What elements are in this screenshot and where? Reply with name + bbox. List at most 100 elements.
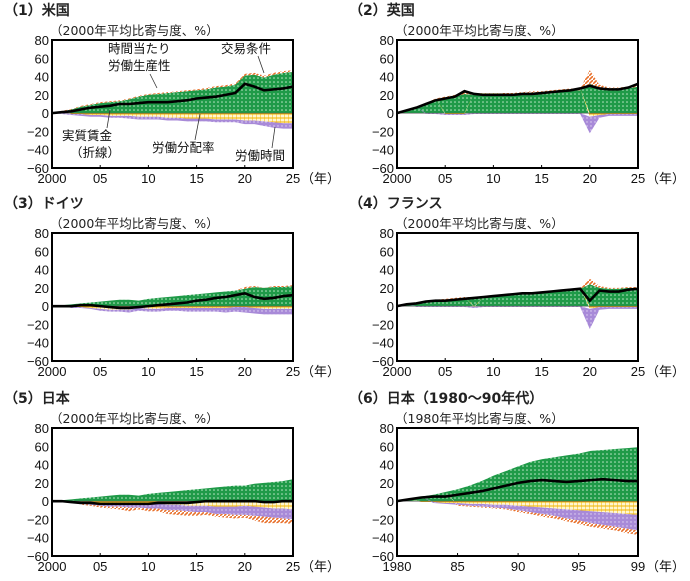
y-tick-label: −20 bbox=[372, 512, 394, 527]
x-tick-label: 15 bbox=[534, 171, 548, 186]
y-tick-label: −60 bbox=[27, 354, 49, 369]
y-tick-label: −40 bbox=[27, 143, 49, 158]
x-tick-label: 90 bbox=[511, 559, 525, 574]
chart-title: （2）英国 bbox=[349, 3, 415, 19]
annotation-label: 実質賃金 bbox=[62, 128, 113, 143]
y-tick-label: 0 bbox=[42, 106, 49, 121]
y-tick-label: −20 bbox=[372, 124, 394, 139]
y-tick-label: 0 bbox=[42, 494, 49, 509]
x-tick-label: 25 bbox=[286, 364, 300, 379]
y-tick-label: 40 bbox=[380, 263, 394, 278]
y-tick-label: 20 bbox=[380, 476, 394, 491]
annotation-label: 交易条件 bbox=[221, 41, 271, 56]
x-tick-label: 25 bbox=[631, 364, 645, 379]
area-terms-of-trade bbox=[52, 499, 293, 524]
chart-panel-2: （2）英国 （2000年平均比寄与度、%） 80 60 40 20 0 −20 −40 −60 20… bbox=[345, 0, 690, 193]
x-tick-label: 15 bbox=[189, 559, 203, 574]
y-axis-label: （2000年平均比寄与度、%） bbox=[395, 23, 564, 38]
x-tick-label: 2000 bbox=[38, 364, 67, 379]
area-labor-share bbox=[397, 287, 638, 309]
x-tick-label: 05 bbox=[438, 171, 452, 186]
y-tick-label: 40 bbox=[35, 70, 49, 85]
y-tick-label: −40 bbox=[372, 531, 394, 546]
y-tick-label: 40 bbox=[380, 458, 394, 473]
x-tick-label: 20 bbox=[238, 171, 252, 186]
annotation-leader bbox=[257, 55, 265, 74]
y-tick-label: 0 bbox=[387, 494, 394, 509]
y-tick-label: 20 bbox=[380, 88, 394, 103]
y-axis-label: （2000年平均比寄与度、%） bbox=[50, 216, 219, 231]
chart-title: （5）日本 bbox=[4, 391, 70, 407]
x-axis-unit: （年） bbox=[646, 559, 685, 574]
x-tick-label: 99 bbox=[631, 559, 645, 574]
y-axis-label: （2000年平均比寄与度、%） bbox=[50, 23, 219, 38]
x-tick-label: 20 bbox=[583, 364, 597, 379]
y-tick-label: −20 bbox=[27, 317, 49, 332]
x-tick-label: 05 bbox=[93, 171, 107, 186]
y-tick-label: 20 bbox=[35, 476, 49, 491]
annotation-leader bbox=[194, 113, 201, 141]
x-tick-label: 05 bbox=[438, 364, 452, 379]
y-tick-label: 60 bbox=[35, 51, 49, 66]
chart-panel-1: （1）米国 （2000年平均比寄与度、%） 80 60 40 20 0 −20 −40 −60 20… bbox=[0, 0, 345, 193]
area-labor-share bbox=[397, 499, 638, 515]
y-tick-label: 40 bbox=[35, 458, 49, 473]
x-tick-label: 1980 bbox=[383, 559, 412, 574]
area-hours bbox=[397, 304, 638, 329]
y-tick-label: −40 bbox=[27, 531, 49, 546]
chart-panel-6: （6）日本（1980～90年代） （1980年平均比寄与度、%） 80 60 40 20 0… bbox=[345, 388, 690, 581]
y-tick-label: 60 bbox=[380, 439, 394, 454]
plot-frame bbox=[51, 232, 294, 362]
y-tick-label: −20 bbox=[27, 512, 49, 527]
chart-panel-5: （5）日本 （2000年平均比寄与度、%） 80 60 40 20 0 −20 −40 −60 20… bbox=[0, 388, 345, 581]
area-labor-share bbox=[397, 88, 638, 117]
x-tick-label: 10 bbox=[141, 364, 155, 379]
x-axis-unit: （年） bbox=[301, 559, 340, 574]
x-tick-label: 05 bbox=[93, 559, 107, 574]
chart-title: （3）ドイツ bbox=[4, 196, 84, 212]
annotation-label: 労働時間 bbox=[235, 149, 285, 163]
line-real-wage bbox=[52, 291, 294, 310]
y-tick-label: −40 bbox=[372, 143, 394, 158]
x-tick-label: 15 bbox=[534, 364, 548, 379]
x-axis-unit: （年） bbox=[646, 364, 685, 379]
y-tick-label: 20 bbox=[35, 88, 49, 103]
y-tick-label: 60 bbox=[380, 244, 394, 259]
x-tick-label: 20 bbox=[583, 171, 597, 186]
x-tick-label: 15 bbox=[189, 171, 203, 186]
y-axis-label: （2000年平均比寄与度、%） bbox=[395, 216, 564, 231]
plot-frame bbox=[51, 427, 294, 557]
plot-frame bbox=[396, 232, 639, 362]
y-tick-label: 80 bbox=[380, 226, 394, 241]
area-hours bbox=[52, 305, 293, 315]
y-tick-label: −60 bbox=[27, 549, 49, 564]
x-tick-label: 10 bbox=[486, 171, 500, 186]
x-tick-label: 15 bbox=[189, 364, 203, 379]
area-hours bbox=[397, 496, 638, 531]
y-tick-label: 20 bbox=[35, 281, 49, 296]
x-tick-label: 2000 bbox=[383, 171, 412, 186]
x-tick-label: 2000 bbox=[38, 559, 67, 574]
line-real-wage bbox=[52, 499, 293, 506]
y-tick-label: −20 bbox=[27, 124, 49, 139]
x-tick-label: 95 bbox=[571, 559, 585, 574]
x-tick-label: 20 bbox=[238, 559, 252, 574]
y-axis-label: （2000年平均比寄与度、%） bbox=[50, 411, 219, 426]
plot-frame bbox=[396, 427, 639, 557]
chart-title: （1）米国 bbox=[4, 3, 70, 19]
area-productivity bbox=[52, 286, 293, 307]
y-tick-label: 80 bbox=[35, 33, 49, 48]
annotation-label: （折線） bbox=[70, 145, 120, 160]
y-tick-label: −60 bbox=[27, 161, 49, 176]
annotation-label: 労働生産性 bbox=[108, 58, 171, 73]
area-productivity bbox=[52, 479, 293, 502]
x-tick-label: 10 bbox=[141, 171, 155, 186]
y-tick-label: 60 bbox=[380, 51, 394, 66]
chart-panel-3: （3）ドイツ （2000年平均比寄与度、%） 80 60 40 20 0 −20 −40 −60 2… bbox=[0, 193, 345, 386]
y-tick-label: 80 bbox=[380, 33, 394, 48]
y-tick-label: −40 bbox=[27, 336, 49, 351]
y-tick-label: 40 bbox=[380, 70, 394, 85]
y-tick-label: 0 bbox=[387, 299, 394, 314]
annotation-leader bbox=[149, 73, 158, 89]
y-tick-label: 80 bbox=[35, 421, 49, 436]
